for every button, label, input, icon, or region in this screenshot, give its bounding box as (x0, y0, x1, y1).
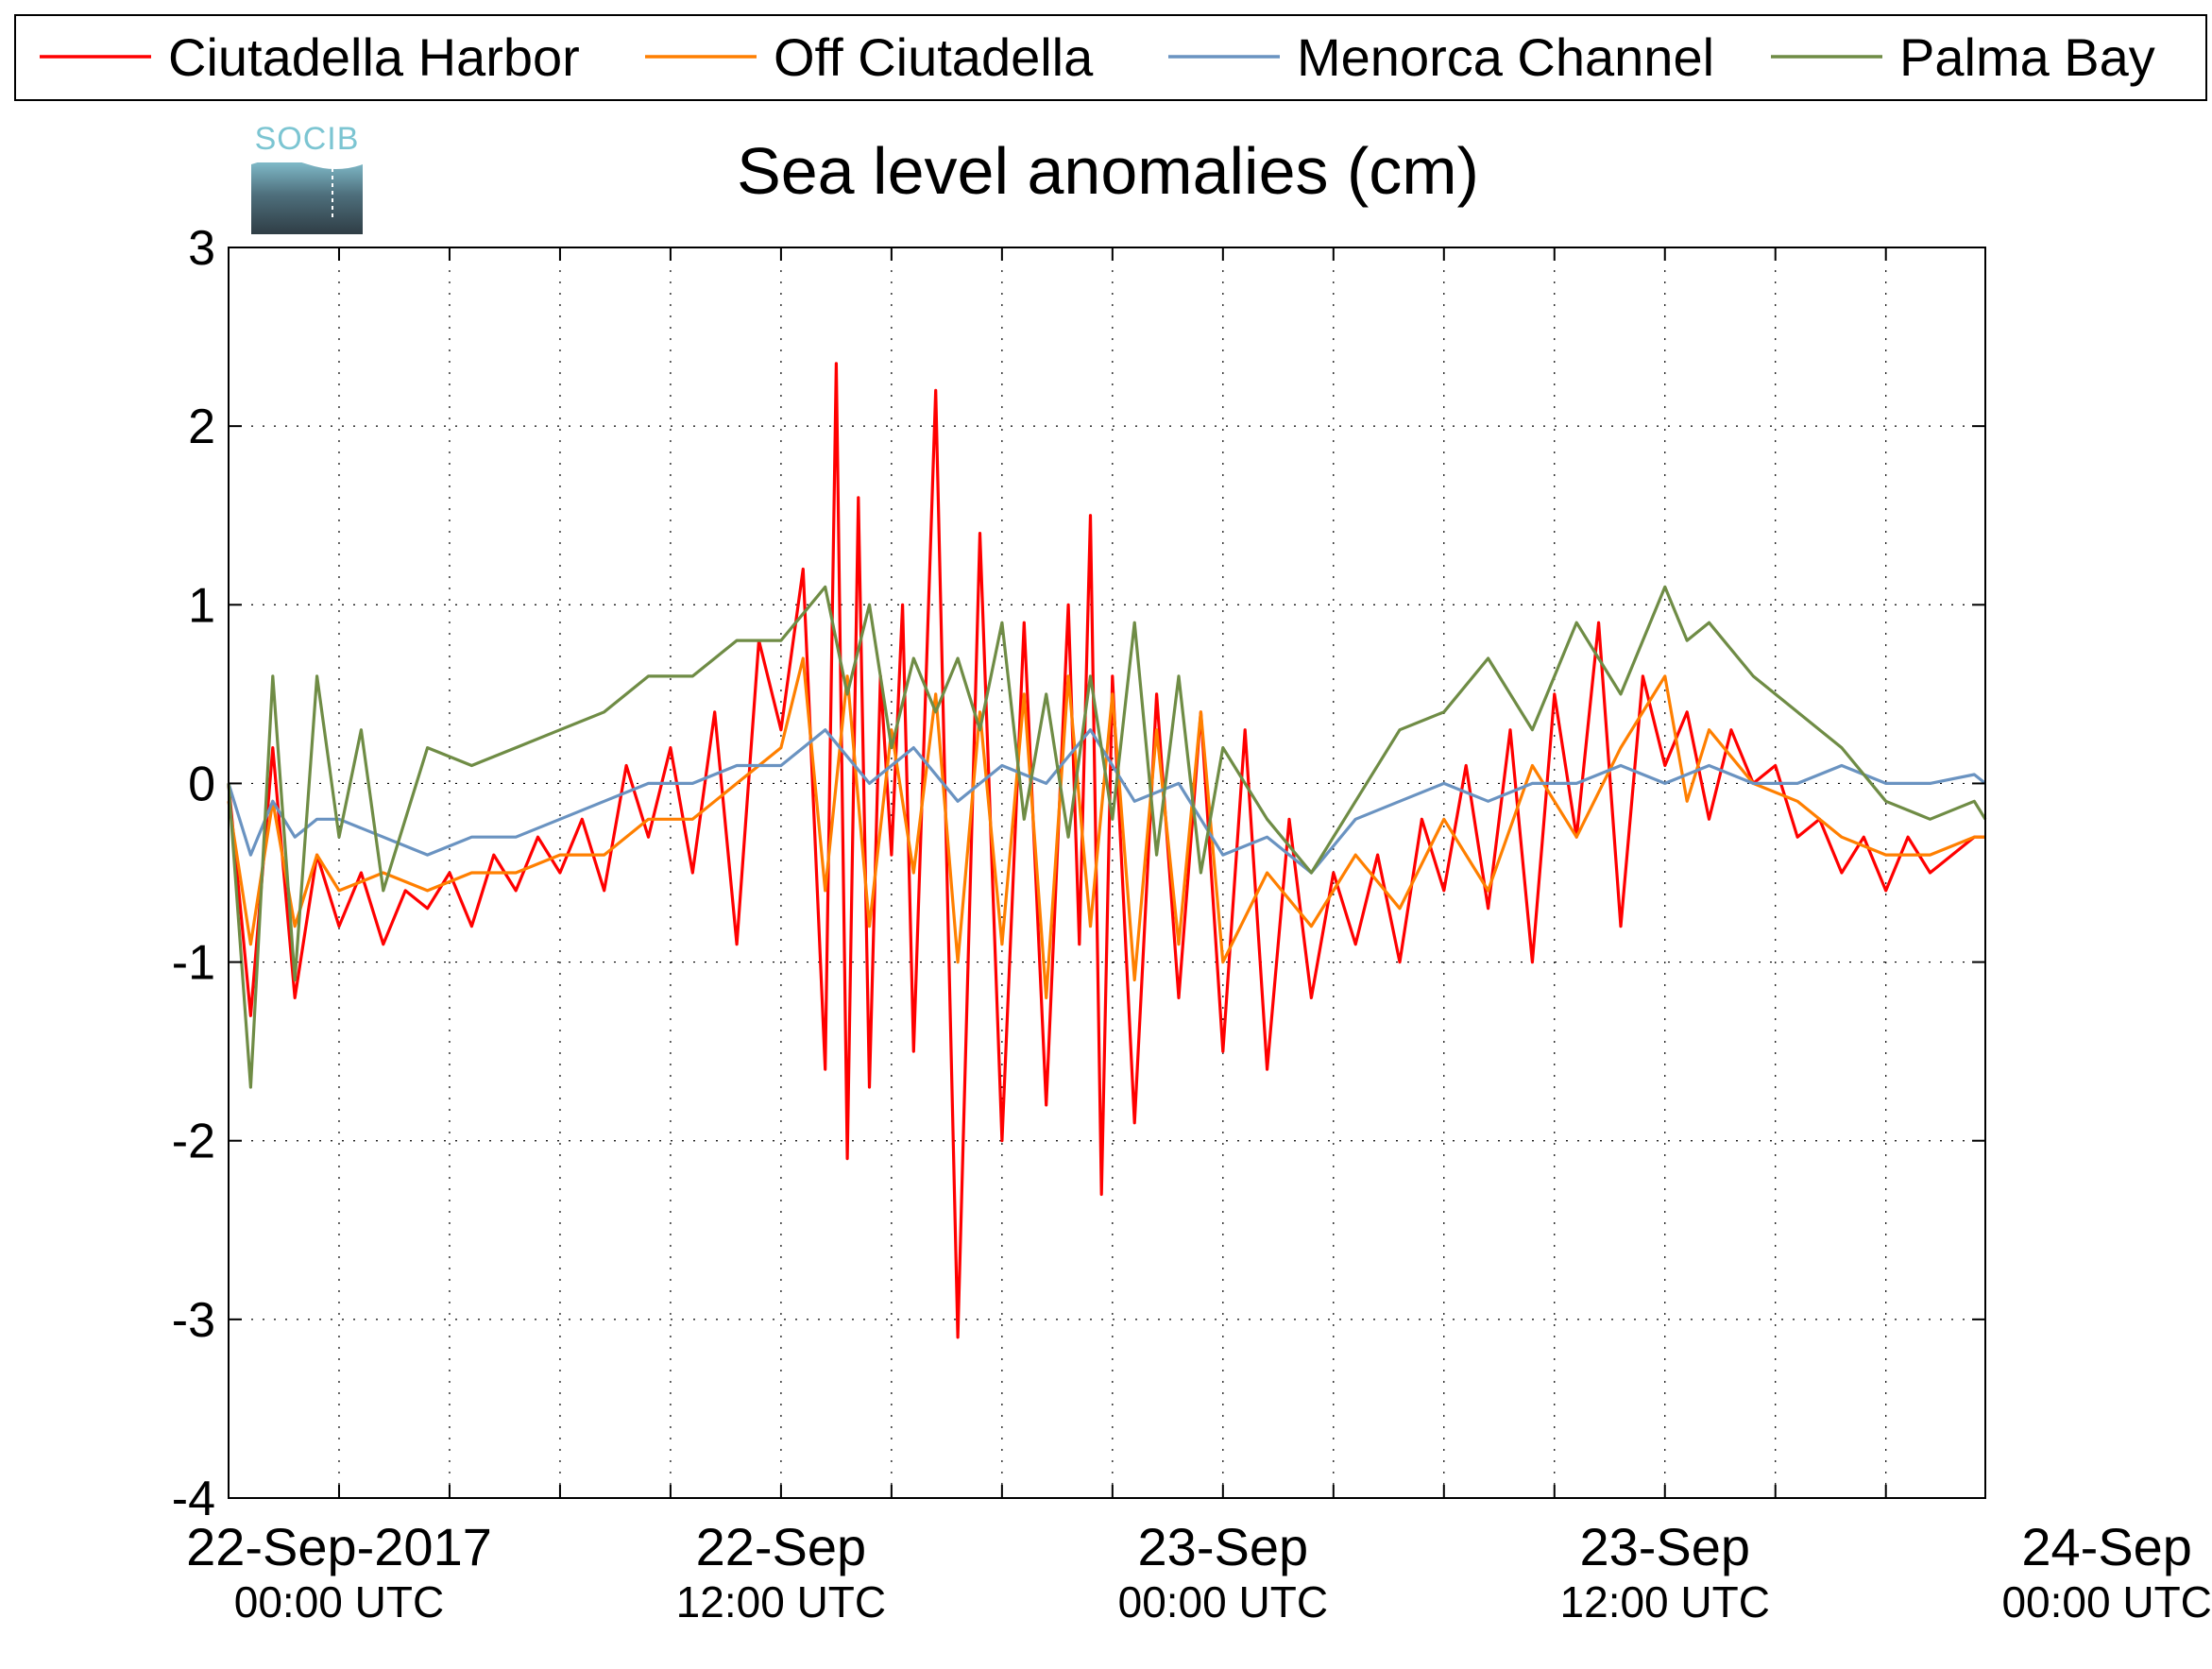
legend-label: Off Ciutadella (774, 27, 1094, 87)
x-tick-label-date: 22-Sep (696, 1517, 867, 1576)
y-tick-label: -4 (172, 1472, 215, 1526)
legend-label: Ciutadella Harbor (168, 27, 580, 87)
socib-logo: SOCIB (251, 121, 363, 234)
series-lines (227, 362, 1987, 1339)
chart-title: Sea level anomalies (cm) (737, 134, 1479, 208)
x-tick-label-time: 00:00 UTC (2001, 1577, 2211, 1626)
y-tick-label: 0 (188, 757, 215, 811)
x-tick-label-time: 12:00 UTC (1560, 1577, 1770, 1626)
y-tick-label: 2 (188, 400, 215, 454)
y-tick-label: 1 (188, 578, 215, 633)
axis-ticks (229, 247, 1985, 1499)
legend: Ciutadella Harbor Off Ciutadella Menorca C… (14, 14, 2207, 101)
y-tick-label: 3 (188, 221, 215, 276)
legend-label: Palma Bay (1899, 27, 2155, 87)
y-tick-label: -1 (172, 936, 215, 991)
logo-block (251, 162, 363, 234)
y-tick-labels: 3 2 1 0 -1 -2 -3 -4 (172, 221, 215, 1526)
y-tick-label: -3 (172, 1293, 215, 1348)
x-tick-label-time: 00:00 UTC (1118, 1577, 1328, 1626)
x-tick-label-date: 24-Sep (2021, 1517, 2192, 1576)
x-tick-label-date: 22-Sep-2017 (186, 1517, 492, 1576)
series-line-ciutadella-harbor (227, 362, 1985, 1339)
x-tick-label-time: 12:00 UTC (676, 1577, 886, 1626)
series-line-menorca-channel (227, 728, 1987, 875)
x-tick-label-date: 23-Sep (1138, 1517, 1309, 1576)
logo-text: SOCIB (255, 121, 360, 157)
legend-label: Menorca Channel (1297, 27, 1714, 87)
plot-frame (228, 247, 1986, 1499)
series-line-palma-bay (227, 585, 1987, 1089)
x-tick-label-time: 00:00 UTC (234, 1577, 444, 1626)
x-tick-label-date: 23-Sep (1579, 1517, 1750, 1576)
y-tick-label: -2 (172, 1115, 215, 1169)
series-line-off-ciutadella (227, 656, 1985, 999)
logo-wave (251, 160, 363, 169)
